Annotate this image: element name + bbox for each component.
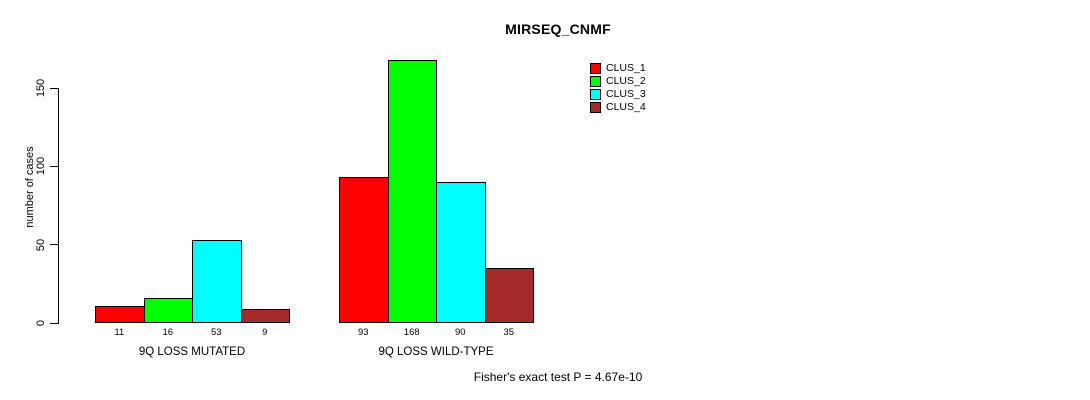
- y-tick-mark: [50, 165, 59, 167]
- y-axis-line: [58, 88, 59, 323]
- bar-value-label: 16: [162, 327, 174, 338]
- legend-item-label: CLUS_1: [606, 62, 646, 74]
- legend-color-swatch: [590, 89, 601, 100]
- bar-value-label: 90: [454, 327, 466, 338]
- bar-value-label: 9: [262, 327, 268, 338]
- bar-value-label: 35: [503, 327, 515, 338]
- bar-value-label: 168: [403, 327, 420, 338]
- fisher-test-annotation: Fisher's exact test P = 4.67e-10: [473, 370, 643, 384]
- legend-color-swatch: [590, 76, 601, 87]
- legend-item-label: CLUS_4: [606, 101, 646, 113]
- bar-clus_4: [240, 308, 290, 323]
- legend-item: CLUS_1: [590, 62, 646, 75]
- bar-clus_2: [387, 59, 437, 323]
- y-tick-label: 150: [35, 78, 47, 98]
- bar-clus_3: [436, 182, 486, 323]
- y-tick-label: 50: [35, 238, 47, 251]
- legend-color-swatch: [590, 63, 601, 74]
- legend-color-swatch: [590, 102, 601, 113]
- legend-item: CLUS_4: [590, 101, 646, 114]
- y-tick-mark: [50, 322, 59, 324]
- x-group-label: 9Q LOSS MUTATED: [138, 346, 246, 358]
- x-group-label: 9Q LOSS WILD-TYPE: [378, 346, 494, 358]
- y-tick-label: 100: [35, 157, 47, 176]
- bar-clus_1: [339, 177, 389, 323]
- chart-title: MIRSEQ_CNMF: [505, 21, 611, 37]
- legend-item-label: CLUS_3: [606, 88, 646, 100]
- y-tick-mark: [50, 87, 59, 89]
- bar-value-label: 53: [210, 327, 222, 338]
- legend-item-label: CLUS_2: [606, 75, 646, 87]
- bar-value-label: 11: [114, 327, 125, 338]
- y-tick-label: 0: [35, 319, 47, 327]
- legend-item: CLUS_2: [590, 75, 646, 88]
- legend: CLUS_1 CLUS_2 CLUS_3 CLUS_4: [590, 62, 646, 114]
- legend-item: CLUS_3: [590, 88, 646, 101]
- bar-clus_2: [143, 297, 193, 323]
- y-tick-mark: [50, 244, 59, 246]
- bar-clus_3: [192, 239, 242, 323]
- bar-clus_1: [95, 305, 145, 323]
- bar-value-label: 93: [357, 327, 369, 338]
- bar-clus_4: [484, 268, 534, 323]
